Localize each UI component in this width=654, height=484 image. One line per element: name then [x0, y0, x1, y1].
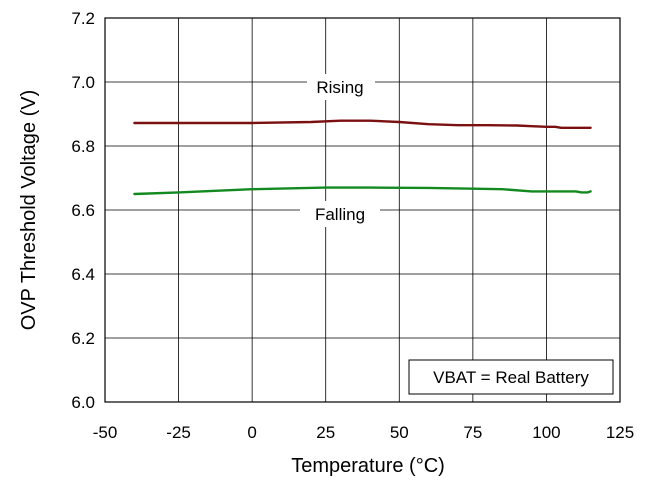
series-label-falling-group: Falling [300, 201, 380, 227]
y-axis-title: OVP Threshold Voltage (V) [18, 90, 40, 331]
y-tick-label: 6.4 [71, 265, 95, 284]
annotation-text: VBAT = Real Battery [433, 368, 589, 387]
annotation-box-frame [408, 359, 614, 395]
x-tick-labels: -50 -25 0 25 50 75 100 125 [93, 423, 634, 442]
x-tick-label: 125 [606, 423, 634, 442]
x-tick-label: 100 [532, 423, 560, 442]
y-tick-label: 6.0 [71, 393, 95, 412]
x-tick-label: 50 [390, 423, 409, 442]
series-lines [133, 119, 592, 196]
series-label-falling: Falling [315, 205, 365, 224]
x-tick-label: 25 [316, 423, 335, 442]
series-line-rising [133, 119, 592, 130]
plot-frame [104, 17, 621, 403]
y-tick-label: 7.0 [71, 73, 95, 92]
x-tick-label: -50 [93, 423, 118, 442]
series-label-rising-bg [307, 74, 375, 100]
x-tick-label: 0 [247, 423, 256, 442]
x-axis-title: Temperature (°C) [291, 455, 445, 477]
series-label-rising: Rising [316, 78, 363, 97]
series-line-falling [133, 186, 592, 196]
x-tick-label: 75 [463, 423, 482, 442]
y-tick-label: 6.6 [71, 201, 95, 220]
y-tick-label: 6.2 [71, 329, 95, 348]
y-tick-label: 6.8 [71, 137, 95, 156]
y-tick-label: 7.2 [71, 9, 95, 28]
y-tick-labels: 6.0 6.2 6.4 6.6 6.8 7.0 7.2 [71, 9, 95, 412]
x-tick-label: -25 [166, 423, 191, 442]
series-label-falling-bg [300, 201, 380, 227]
annotation-box: VBAT = Real Battery [408, 359, 614, 395]
series-label-rising-group: Rising [307, 74, 375, 100]
